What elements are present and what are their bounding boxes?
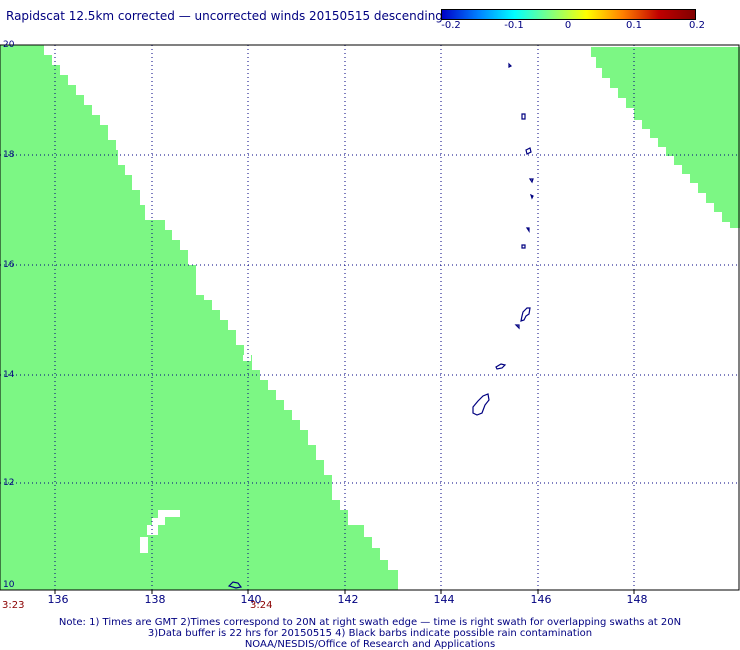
island-outlines bbox=[227, 62, 534, 589]
colorbar-label: -0.2 bbox=[441, 20, 461, 31]
swath-gap bbox=[140, 537, 148, 553]
note-line-3: NOAA/NESDIS/Office of Research and Appli… bbox=[244, 639, 496, 650]
lon-label: 148 bbox=[626, 593, 648, 606]
swath-time-mid: 3:24 bbox=[250, 600, 273, 611]
colorbar-label: 0.1 bbox=[626, 20, 642, 31]
colorbar-label: -0.1 bbox=[504, 20, 524, 31]
swath-gap bbox=[243, 355, 251, 361]
lat-label: 20 bbox=[3, 40, 15, 50]
lat-label: 14 bbox=[3, 370, 15, 380]
note-line-1: Note: 1) Times are GMT 2)Times correspon… bbox=[58, 617, 682, 628]
lat-label: 16 bbox=[3, 260, 15, 270]
swath-right bbox=[591, 47, 740, 228]
map-frame bbox=[0, 44, 740, 591]
lat-label: 10 bbox=[3, 580, 15, 590]
swath-time-left: 3:23 bbox=[2, 600, 25, 611]
lon-label: 146 bbox=[530, 593, 552, 606]
colorbar bbox=[441, 9, 696, 20]
note-line-2: 3)Data buffer is 22 hrs for 20150515 4) … bbox=[147, 628, 593, 639]
lat-label: 18 bbox=[3, 150, 15, 160]
lon-gridlines bbox=[54, 45, 635, 590]
swath-left bbox=[0, 586, 44, 590]
lon-label: 136 bbox=[47, 593, 69, 606]
lon-label: 140 bbox=[240, 593, 262, 606]
colorbar-label: 0 bbox=[564, 20, 572, 31]
lon-label: 144 bbox=[433, 593, 455, 606]
swath-left bbox=[0, 45, 398, 590]
chart-title: Rapidscat 12.5km corrected — uncorrected… bbox=[6, 9, 443, 23]
swath-gap bbox=[147, 510, 180, 535]
tick-marks bbox=[54, 590, 635, 594]
colorbar-label: 0.2 bbox=[689, 20, 705, 31]
lon-label: 138 bbox=[144, 593, 166, 606]
lat-label: 12 bbox=[3, 478, 15, 488]
lat-gridlines bbox=[0, 154, 740, 484]
lon-label: 142 bbox=[337, 593, 359, 606]
